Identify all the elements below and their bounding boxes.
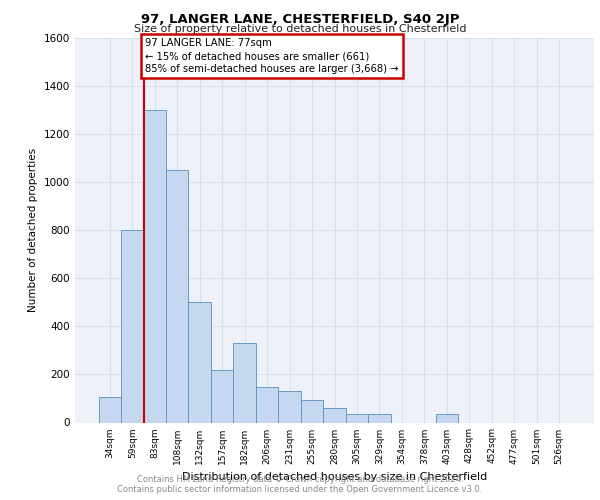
- Bar: [166, 170, 188, 422]
- Text: 97 LANGER LANE: 77sqm
← 15% of detached houses are smaller (661)
85% of semi-det: 97 LANGER LANE: 77sqm ← 15% of detached …: [145, 38, 399, 74]
- Bar: [211, 370, 233, 422]
- Bar: [188, 302, 211, 422]
- Bar: [98, 397, 121, 422]
- Bar: [323, 408, 346, 422]
- Text: Contains HM Land Registry data © Crown copyright and database right 2024.
Contai: Contains HM Land Registry data © Crown c…: [118, 474, 482, 494]
- Bar: [121, 230, 143, 422]
- Bar: [368, 414, 391, 422]
- Bar: [143, 110, 166, 422]
- Y-axis label: Number of detached properties: Number of detached properties: [28, 148, 38, 312]
- Bar: [278, 391, 301, 422]
- Text: Size of property relative to detached houses in Chesterfield: Size of property relative to detached ho…: [134, 24, 466, 34]
- Text: 97, LANGER LANE, CHESTERFIELD, S40 2JP: 97, LANGER LANE, CHESTERFIELD, S40 2JP: [141, 13, 459, 26]
- X-axis label: Distribution of detached houses by size in Chesterfield: Distribution of detached houses by size …: [182, 472, 487, 482]
- Bar: [301, 400, 323, 422]
- Bar: [256, 387, 278, 422]
- Bar: [233, 343, 256, 422]
- Bar: [346, 414, 368, 422]
- Bar: [436, 414, 458, 422]
